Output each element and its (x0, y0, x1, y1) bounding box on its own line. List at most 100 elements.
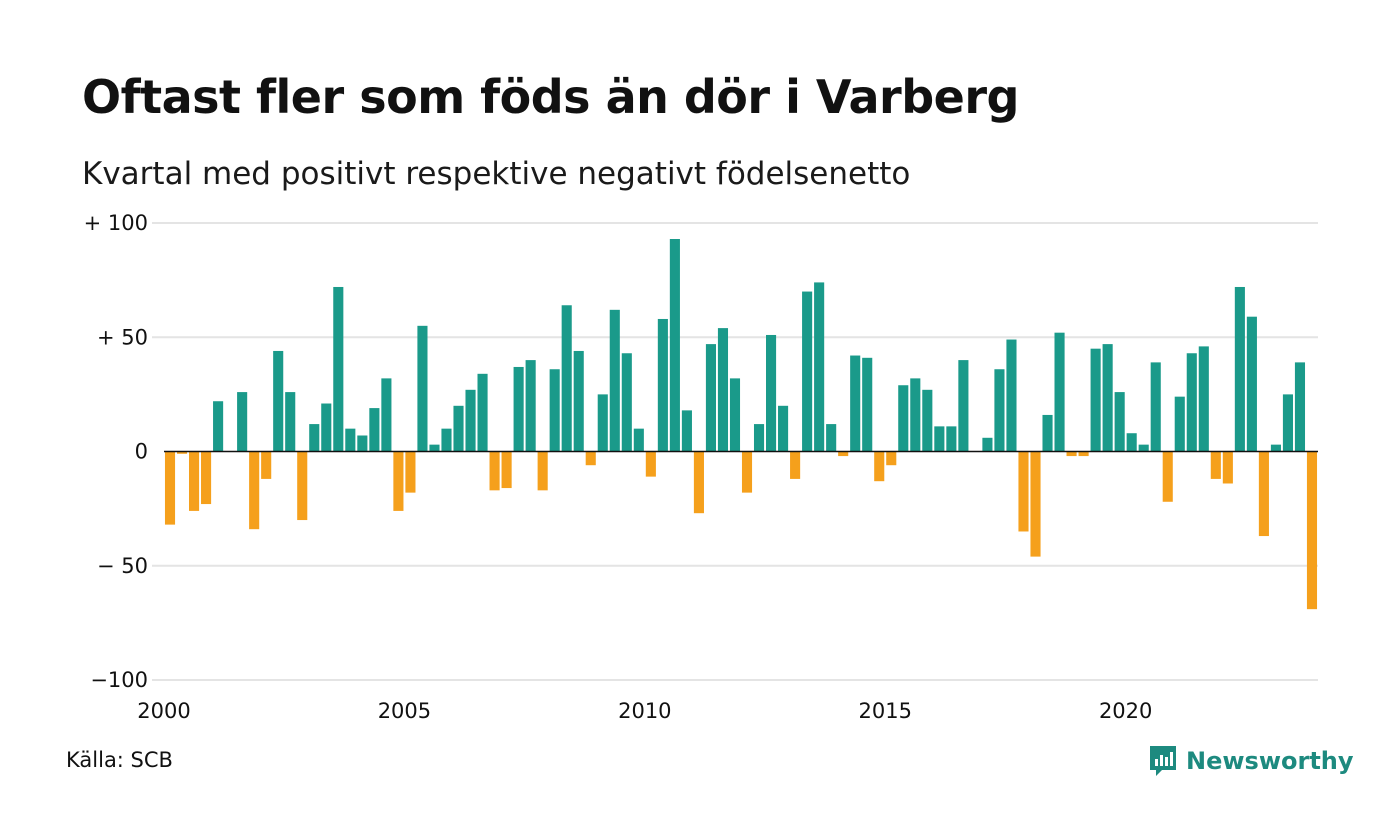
bar-72 (1030, 451, 1041, 557)
bar-54 (814, 282, 825, 452)
y-tick-label-1: + 50 (97, 325, 148, 349)
bar-9 (273, 350, 284, 452)
bar-10 (285, 392, 296, 452)
x-tick-label-1: 2005 (378, 699, 431, 723)
bar-52 (790, 451, 801, 479)
bar-26 (477, 373, 488, 452)
bar-45 (705, 344, 716, 452)
x-tick-label-0: 2000 (137, 699, 190, 723)
y-tick-label-2: 0 (135, 440, 148, 464)
newsworthy-chart-bubble-icon (1150, 746, 1176, 776)
bar-17 (369, 408, 380, 452)
bar-20 (405, 451, 416, 493)
bar-40 (645, 451, 656, 477)
bar-29 (513, 366, 524, 452)
bar-28 (501, 451, 512, 489)
bar-30 (525, 360, 536, 452)
bar-51 (778, 405, 789, 452)
bar-15 (345, 428, 356, 452)
bar-85 (1186, 353, 1197, 452)
grid-lines (152, 222, 1318, 681)
bar-88 (1222, 451, 1233, 484)
bar-chart: + 100 + 50 0 − 50 −100 2000 2005 2010 2015 2020 (84, 211, 1318, 723)
bar-76 (1078, 451, 1089, 457)
bar-71 (1018, 451, 1029, 532)
bar-24 (453, 405, 464, 452)
bar-56 (838, 451, 849, 457)
chart-title: Oftast fler som föds än dör i Varberg (82, 70, 1019, 124)
bar-14 (333, 286, 344, 452)
bar-7 (249, 451, 260, 530)
bar-32 (549, 369, 560, 452)
bar-75 (1066, 451, 1077, 457)
bar-69 (994, 369, 1005, 452)
bar-44 (693, 451, 704, 514)
bar-31 (537, 451, 548, 491)
bar-53 (802, 291, 813, 452)
bar-68 (982, 437, 993, 452)
y-tick-label-3: − 50 (97, 554, 148, 578)
bar-4 (213, 401, 224, 452)
bar-60 (886, 451, 897, 466)
bar-47 (729, 378, 741, 452)
bar-82 (1150, 362, 1161, 452)
bar-12 (309, 424, 320, 452)
bar-59 (874, 451, 885, 482)
bar-58 (862, 357, 873, 452)
bar-61 (898, 385, 909, 452)
bar-78 (1102, 344, 1113, 452)
bar-50 (766, 334, 777, 452)
bar-0 (164, 451, 176, 525)
bar-81 (1138, 444, 1149, 452)
bar-63 (922, 389, 933, 452)
bar-23 (441, 428, 452, 452)
bar-37 (609, 309, 620, 452)
bar-13 (321, 403, 332, 452)
chart-subtitle: Kvartal med positivt respektive negativt… (82, 156, 911, 192)
bar-84 (1174, 396, 1185, 452)
bar-33 (561, 305, 572, 452)
bar-83 (1162, 451, 1173, 502)
bar-93 (1282, 394, 1293, 452)
bar-66 (958, 360, 969, 452)
bar-19 (393, 451, 404, 511)
source-note: Källa: SCB (66, 748, 173, 772)
bar-22 (429, 444, 440, 452)
bar-77 (1090, 348, 1101, 452)
x-tick-label-3: 2015 (859, 699, 912, 723)
y-tick-label-0: + 100 (84, 211, 148, 235)
bar-25 (465, 389, 476, 452)
bar-73 (1042, 414, 1053, 452)
bar-3 (201, 451, 212, 505)
bar-62 (910, 378, 921, 452)
bar-39 (633, 428, 644, 452)
bar-27 (489, 451, 500, 491)
bar-90 (1246, 316, 1257, 452)
bar-48 (741, 451, 753, 493)
bar-65 (946, 426, 957, 452)
bar-43 (681, 410, 692, 452)
bar-38 (621, 353, 632, 452)
bar-57 (850, 355, 861, 452)
bar-8 (261, 451, 272, 479)
bar-64 (934, 426, 945, 452)
bar-36 (597, 394, 608, 452)
bars (164, 239, 1318, 610)
bar-74 (1054, 332, 1065, 452)
bar-42 (669, 239, 680, 452)
bar-55 (826, 424, 837, 452)
x-tick-label-2: 2010 (618, 699, 671, 723)
bar-11 (297, 451, 308, 521)
bar-79 (1114, 392, 1125, 452)
bar-16 (357, 435, 368, 452)
newsworthy-wordmark: Newsworthy (1186, 747, 1354, 775)
x-tick-label-4: 2020 (1099, 699, 1152, 723)
newsworthy-logo: Newsworthy (1148, 744, 1354, 778)
bar-91 (1258, 451, 1269, 537)
bar-86 (1198, 346, 1209, 452)
bar-18 (381, 378, 392, 452)
bar-80 (1126, 433, 1137, 452)
bar-21 (417, 325, 428, 452)
bar-2 (189, 451, 200, 511)
bar-41 (657, 318, 668, 452)
